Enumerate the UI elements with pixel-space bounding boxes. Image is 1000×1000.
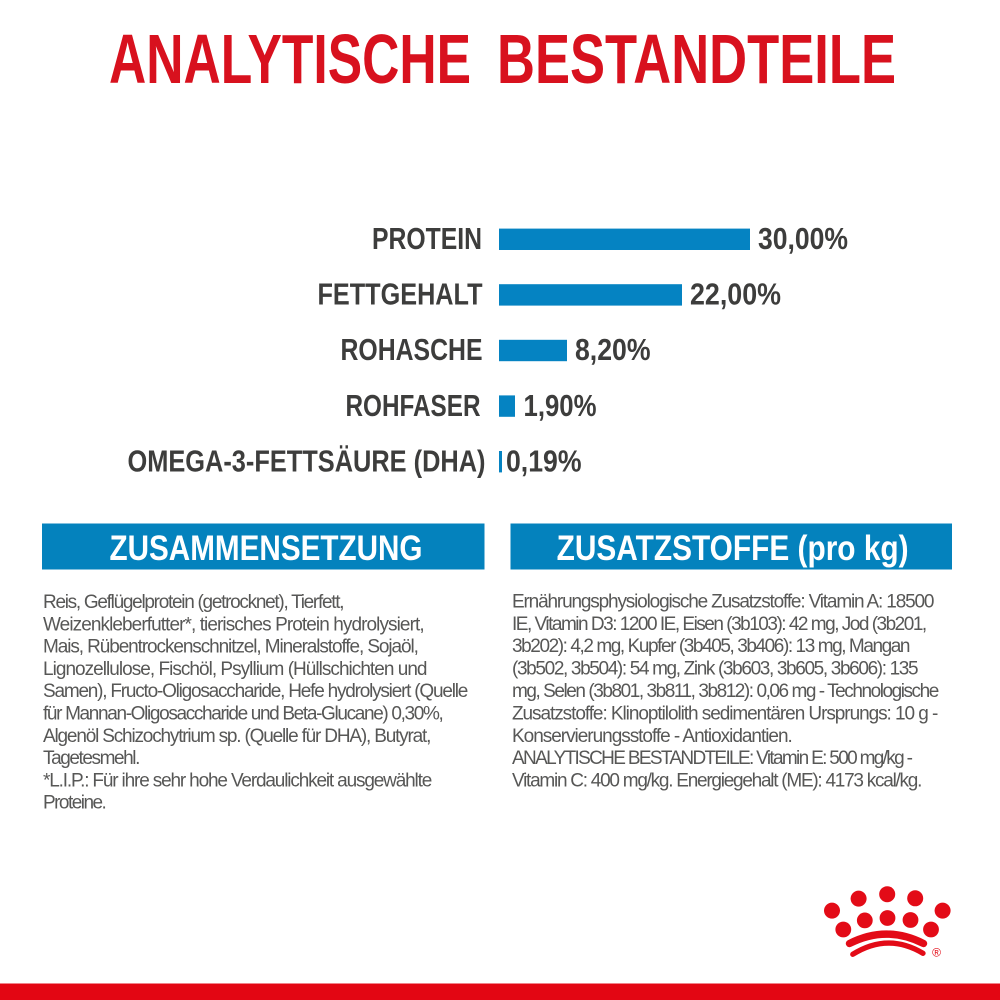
svg-text:Proteine.: Proteine. bbox=[43, 793, 107, 814]
svg-text:Mais, Rübentrockenschnitzel, M: Mais, Rübentrockenschnitzel, Mineralstof… bbox=[43, 637, 419, 658]
svg-text:®: ® bbox=[932, 945, 941, 959]
svg-text:mg, Selen (3b801, 3b811, 3b812: mg, Selen (3b801, 3b811, 3b812): 0,06 mg… bbox=[512, 681, 939, 702]
svg-text:OMEGA-3-FETTSÄURE (DHA): OMEGA-3-FETTSÄURE (DHA) bbox=[128, 444, 486, 478]
svg-text:*L.I.P.: Für ihre sehr hohe Ve: *L.I.P.: Für ihre sehr hohe Verdaulichke… bbox=[43, 770, 432, 791]
svg-text:Samen), Fructo-Oligosaccharide: Samen), Fructo-Oligosaccharide, Hefe hyd… bbox=[43, 681, 468, 702]
svg-text:Vitamin C: 400 mg/kg. Energieg: Vitamin C: 400 mg/kg. Energiegehalt (ME)… bbox=[512, 771, 922, 792]
svg-text:PROTEIN: PROTEIN bbox=[372, 222, 482, 256]
svg-text:0,19%: 0,19% bbox=[506, 444, 582, 478]
svg-text:ROHFASER: ROHFASER bbox=[346, 389, 481, 423]
svg-text:FETTGEHALT: FETTGEHALT bbox=[318, 278, 483, 312]
svg-text:Reis, Geflügelprotein (getrock: Reis, Geflügelprotein (getrocknet), Tier… bbox=[43, 592, 345, 613]
svg-text:Zusatzstoffe: Klinoptilolith s: Zusatzstoffe: Klinoptilolith sedimentäre… bbox=[512, 703, 938, 724]
svg-text:BESTANDTEILE: BESTANDTEILE bbox=[497, 20, 896, 98]
svg-text:ANALYTISCHE: ANALYTISCHE bbox=[109, 20, 471, 98]
svg-text:1,90%: 1,90% bbox=[524, 389, 597, 423]
svg-text:ANALYTISCHE BESTANDTEILE: Vita: ANALYTISCHE BESTANDTEILE: Vitamin E: 500… bbox=[512, 748, 913, 769]
svg-text:für Mannan-Oligosaccharide und: für Mannan-Oligosaccharide und Beta-Gluc… bbox=[43, 704, 444, 725]
svg-text:(3b502, 3b504): 54 mg, Zink (3: (3b502, 3b504): 54 mg, Zink (3b603, 3b60… bbox=[512, 659, 919, 680]
svg-text:Lignozellulose, Fischöl, Psyll: Lignozellulose, Fischöl, Psyllium (Hülls… bbox=[43, 659, 428, 680]
svg-text:IE, Vitamin D3: 1200 IE, Eisen: IE, Vitamin D3: 1200 IE, Eisen (3b103): … bbox=[512, 614, 927, 635]
svg-text:3b202): 4,2 mg, Kupfer (3b405,: 3b202): 4,2 mg, Kupfer (3b405, 3b406): 1… bbox=[512, 636, 911, 657]
svg-text:30,00%: 30,00% bbox=[758, 222, 848, 256]
svg-text:Tagetesmehl.: Tagetesmehl. bbox=[43, 748, 140, 769]
svg-text:ROHASCHE: ROHASCHE bbox=[341, 333, 483, 367]
svg-text:ZUSATZSTOFFE (pro kg): ZUSATZSTOFFE (pro kg) bbox=[557, 529, 909, 568]
svg-text:ZUSAMMENSETZUNG: ZUSAMMENSETZUNG bbox=[110, 529, 423, 568]
svg-text:Ernährungsphysiologische Zusat: Ernährungsphysiologische Zusatzstoffe: V… bbox=[512, 591, 935, 612]
svg-text:8,20%: 8,20% bbox=[575, 333, 651, 367]
svg-text:Weizenkleberfutter*, tierische: Weizenkleberfutter*, tierisches Protein … bbox=[43, 614, 425, 635]
svg-text:Algenöl Schizochytrium sp. (Qu: Algenöl Schizochytrium sp. (Quelle für D… bbox=[43, 726, 431, 747]
svg-text:Konservierungsstoffe - Antioxi: Konservierungsstoffe - Antioxidantien. bbox=[512, 726, 793, 747]
svg-text:22,00%: 22,00% bbox=[690, 278, 781, 312]
